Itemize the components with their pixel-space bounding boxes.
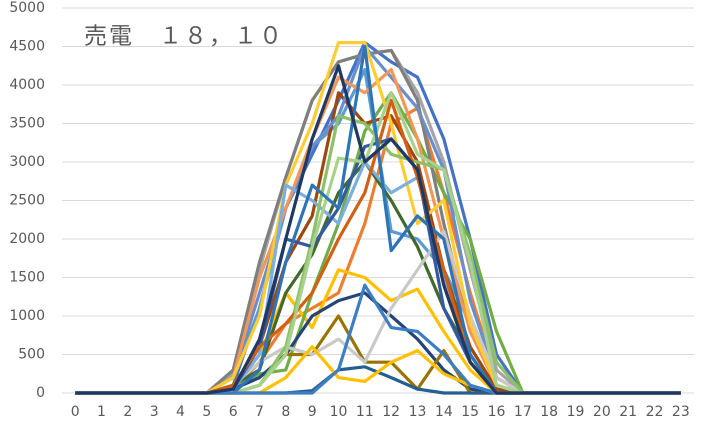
series-line	[75, 229, 681, 395]
y-tick-label: 3500	[9, 116, 45, 132]
x-tick-label: 13	[409, 404, 427, 420]
x-tick-label: 19	[567, 404, 585, 420]
x-tick-label: 7	[255, 404, 264, 420]
series-line	[75, 48, 681, 395]
y-tick-label: 5000	[9, 0, 45, 16]
x-tick-label: 5	[202, 404, 211, 420]
chart-title: 売電 １８，１０	[84, 24, 284, 50]
y-tick-label: 1500	[9, 270, 45, 286]
x-tick-label: 9	[308, 404, 317, 420]
plot: 0 500 1000 1500 2000 2500 3000 3500 4000 4500 5000…	[9, 0, 694, 420]
series-line	[75, 345, 681, 395]
x-tick-label: 21	[619, 404, 637, 420]
x-tick-label: 0	[71, 404, 80, 420]
x-tick-label: 23	[672, 404, 690, 420]
x-tick-label: 8	[281, 404, 290, 420]
y-tick-label: 4500	[9, 39, 45, 55]
series-line	[75, 64, 681, 395]
y-tick-label: 1000	[9, 308, 45, 324]
x-tick-label: 22	[646, 404, 664, 420]
series-line	[75, 283, 681, 395]
x-tick-label: 16	[488, 404, 506, 420]
series-line	[75, 44, 681, 395]
x-tick-label: 20	[593, 404, 611, 420]
x-tick-label: 10	[330, 404, 348, 420]
y-tick-label: 500	[18, 347, 45, 363]
x-tick-label: 3	[150, 404, 159, 420]
x-tick-label: 4	[176, 404, 185, 420]
series-line	[75, 268, 681, 395]
series-line	[75, 41, 681, 395]
x-tick-label: 6	[229, 404, 238, 420]
x-tick-label: 15	[461, 404, 479, 420]
x-tick-label: 18	[540, 404, 558, 420]
y-tick-label: 0	[36, 385, 45, 401]
x-tick-label: 1	[97, 404, 106, 420]
y-tick-label: 3000	[9, 154, 45, 170]
series-line	[75, 44, 681, 395]
y-tick-label: 4000	[9, 77, 45, 93]
series-line	[75, 41, 681, 395]
x-tick-label: 12	[382, 404, 400, 420]
series-line	[75, 48, 681, 395]
y-tick-label: 2000	[9, 231, 45, 247]
y-tick-label: 2500	[9, 193, 45, 209]
x-tick-label: 17	[514, 404, 532, 420]
x-tick-label: 11	[356, 404, 374, 420]
x-tick-label: 2	[123, 404, 132, 420]
x-tick-label: 14	[435, 404, 453, 420]
